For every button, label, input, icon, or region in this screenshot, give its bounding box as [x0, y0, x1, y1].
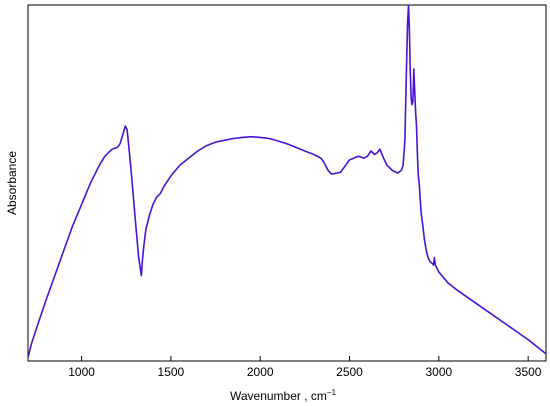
x-tick-label: 2500: [336, 365, 363, 379]
x-axis-ticks: 1000 1500 2000 2500 3000 3500: [68, 356, 542, 379]
x-tick-label: 1500: [158, 365, 185, 379]
x-tick-label: 3500: [515, 365, 542, 379]
plot-frame: [27, 4, 547, 362]
x-axis-title: Wavenumber , cm−1: [230, 388, 337, 403]
series-line-absorbance: [27, 4, 547, 358]
x-tick-label: 3000: [425, 365, 452, 379]
y-axis-title: Absorbance: [5, 151, 19, 215]
x-axis-title-superscript: −1: [327, 388, 337, 397]
x-tick-label: 2000: [247, 365, 274, 379]
x-axis-title-text: Wavenumber , cm: [230, 389, 327, 403]
x-tick-label: 1000: [68, 365, 95, 379]
